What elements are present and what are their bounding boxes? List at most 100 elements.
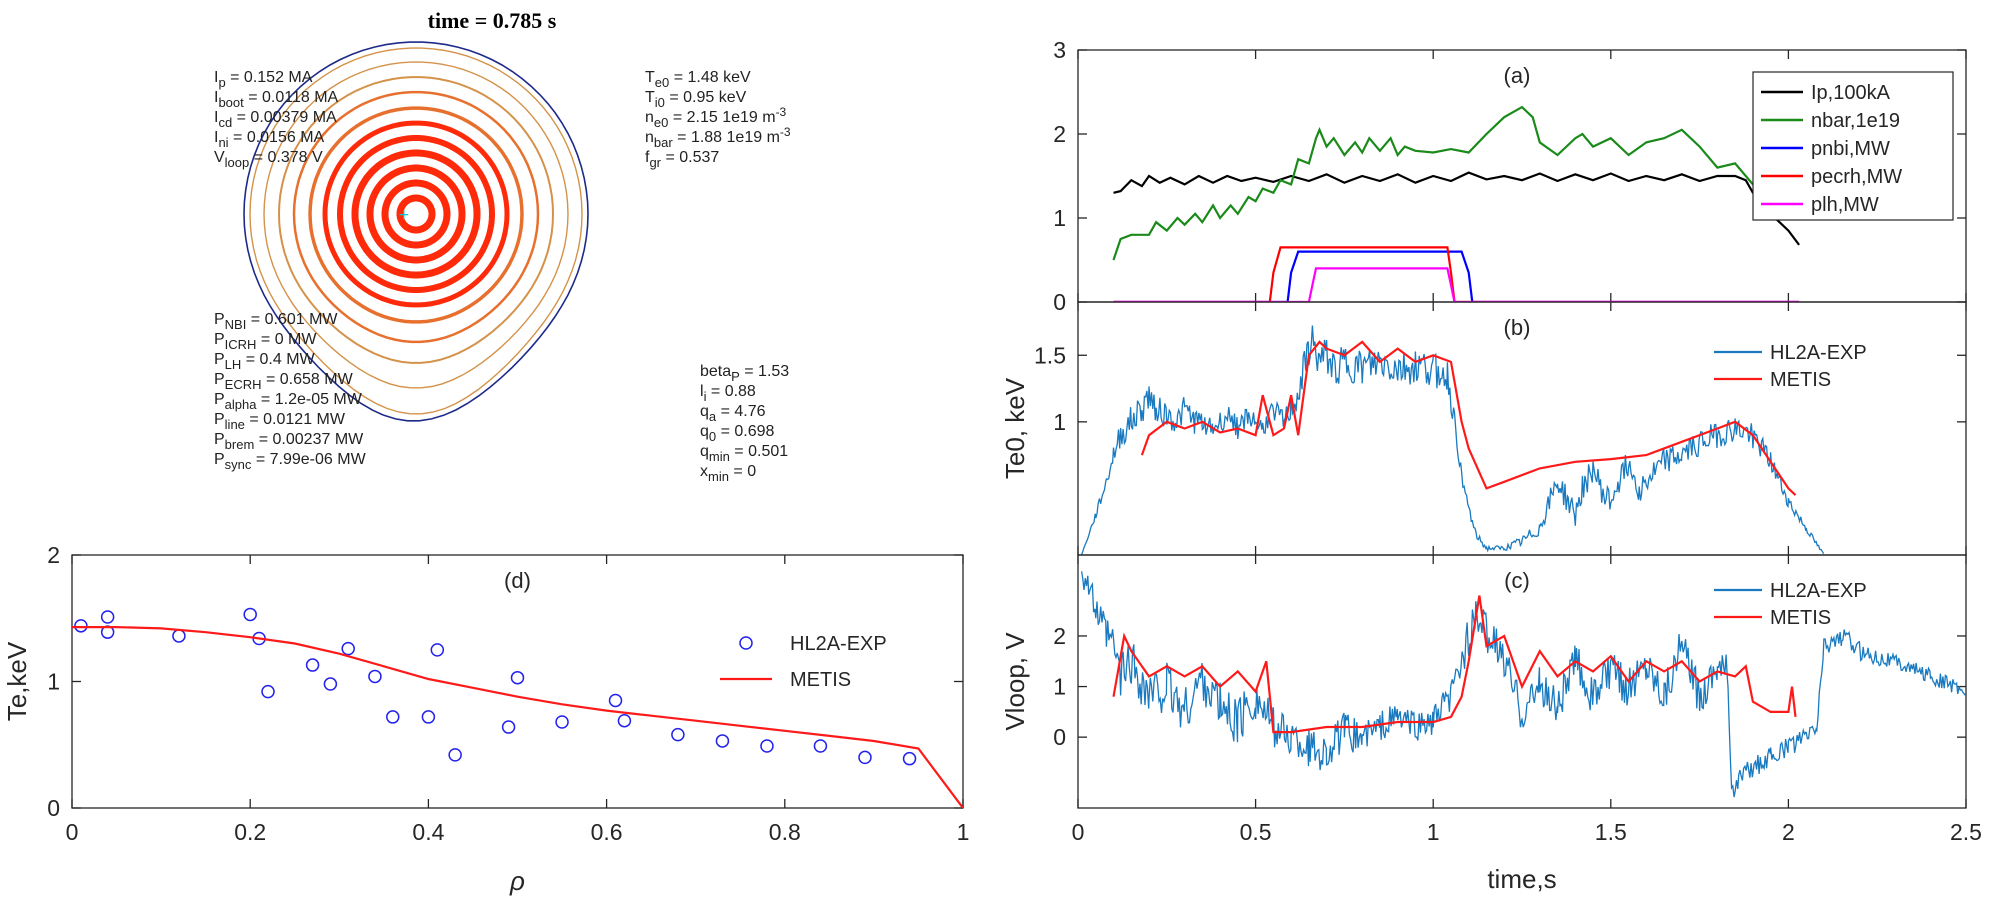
data-point	[671, 727, 685, 742]
y-tick-label: 0	[47, 795, 60, 821]
legend-box	[1752, 71, 1954, 221]
data-point	[430, 643, 445, 657]
data-point	[421, 710, 436, 724]
panel-label-d: (d)	[504, 568, 531, 593]
series-line-hl2a-exp	[1080, 571, 1966, 798]
x-tick-label: 1.5	[1595, 819, 1627, 845]
x-tick-label: 0.4	[412, 819, 444, 845]
flux-surface	[263, 61, 569, 389]
x-tick-label: 1	[1427, 819, 1440, 845]
flux-surface	[322, 120, 510, 308]
x-tick-label: 0.8	[769, 819, 801, 845]
legend-d: HL2A-EXP METIS	[720, 633, 887, 691]
parameter-p-icrh: PICRH = 0 MW	[214, 331, 317, 352]
data-point	[760, 739, 774, 753]
y-tick-label: 1	[1053, 409, 1066, 435]
legend-label: METIS	[1770, 607, 1831, 629]
x-tick-label: 2	[1782, 819, 1795, 845]
axes-box-c	[1077, 554, 1967, 809]
data-point	[608, 693, 623, 708]
data-point	[341, 641, 355, 656]
flux-surface	[351, 149, 481, 279]
data-point	[323, 677, 338, 691]
legend-label: Ip,100kA	[1811, 82, 1891, 104]
parameter-beta-p: betaP = 1.53	[700, 363, 789, 384]
y-tick-label: 2	[1053, 121, 1066, 147]
series-group-c	[1080, 571, 1966, 798]
x-tick-label: 0.6	[591, 819, 623, 845]
series-group-b	[1080, 325, 1825, 555]
y-axis-label: Vloop, V	[1000, 632, 1030, 731]
parameter-q-a: qa = 4.76	[700, 403, 766, 424]
parameter-i-cd: Icd = 0.00379 MA	[214, 109, 337, 130]
parameter-l-i: li = 0.88	[700, 383, 756, 404]
parameter-x-min: xmin = 0	[700, 463, 756, 484]
x-tick-label: 0	[1072, 819, 1085, 845]
parameter-p-brem: Pbrem = 0.00237 MW	[214, 431, 364, 452]
legend-c: HL2A-EXP METIS	[1714, 580, 1867, 629]
data-point	[261, 684, 275, 699]
series-line-pnbi-mw	[1113, 250, 1800, 302]
panel-a: 0 1 2 3 (a) Ip,100kA nbar,1e19 pnbi,MW pecrh,MW p…	[1053, 37, 1967, 315]
data-point	[386, 710, 400, 724]
data-point	[172, 629, 186, 643]
panel-c: 0 1 2 0 0.5 1 1.5 2 2.5 Vloop, V time,s (c) HL2A-EXP…	[1000, 554, 1982, 894]
data-point	[510, 670, 525, 685]
flux-surface	[396, 194, 436, 234]
legend-label: METIS	[1770, 369, 1831, 391]
data-point	[448, 748, 462, 762]
y-tick-label: 0	[1053, 724, 1066, 750]
y-tick-label: 1.5	[1034, 342, 1066, 368]
x-axis-label: ρ	[509, 866, 525, 896]
parameter-i-p: Ip = 0.152 MA	[214, 69, 313, 90]
panel-label-b: (b)	[1504, 315, 1531, 340]
y-tick-label: 1	[1053, 674, 1066, 700]
parameter-p-line: Pline = 0.0121 MW	[214, 411, 346, 432]
x-axis-label: time,s	[1487, 864, 1556, 894]
axis-cross-marker: +	[398, 207, 410, 223]
panel-d: 0 1 2 0 0.2 0.4 0.6 0.8 1 Te,keV ρ (d) HL2A-EXP METIS	[2, 542, 969, 896]
flux-surface	[336, 135, 496, 293]
legend-b: HL2A-EXP METIS	[1714, 342, 1867, 391]
y-tick-label: 1	[1053, 205, 1066, 231]
panel-label-c: (c)	[1504, 568, 1530, 593]
data-point	[858, 750, 872, 765]
y-tick-label: 2	[47, 542, 60, 568]
data-point	[243, 607, 257, 622]
flux-surface	[292, 90, 540, 344]
data-point	[555, 715, 569, 729]
legend-swatch	[739, 636, 753, 650]
legend-label: HL2A-EXP	[790, 633, 887, 655]
x-tick-label: 1	[957, 819, 970, 845]
series-group-a	[1112, 105, 1800, 302]
parameter-p-alpha: Palpha = 1.2e-05 MW	[214, 391, 363, 412]
flux-surface-plot: +	[243, 41, 589, 422]
flux-surface	[381, 179, 451, 249]
y-tick-label: 0	[1053, 289, 1066, 315]
parameter-t-i0: Ti0 = 0.95 keV	[645, 89, 747, 110]
data-point	[902, 751, 917, 766]
panel-label-a: (a)	[1504, 63, 1531, 88]
parameter-f-gr: fgr = 0.537	[645, 149, 719, 170]
x-tick-label: 0.5	[1240, 819, 1272, 845]
data-point	[74, 619, 88, 633]
data-point	[813, 739, 828, 753]
data-point	[100, 610, 115, 624]
legend-a: Ip,100kA nbar,1e19 pnbi,MW pecrh,MW plh,MW	[1752, 71, 1954, 221]
series-line-nbar-1e19	[1112, 105, 1772, 261]
flux-surface	[366, 164, 466, 264]
legend-label: pecrh,MW	[1811, 166, 1902, 188]
series-line-hl2a-exp	[1080, 325, 1825, 555]
parameter-p-sync: Psync = 7.99e-06 MW	[214, 451, 367, 472]
parameter-n-e0: ne0 = 2.15 1e19 m-3	[645, 105, 787, 130]
series-line-plh-mw	[1113, 267, 1800, 302]
flux-surface	[308, 106, 524, 324]
x-tick-label: 0	[66, 819, 79, 845]
y-axis-label: Te,keV	[2, 641, 32, 721]
data-point	[368, 669, 382, 684]
series-line-metis	[1112, 595, 1797, 734]
parameter-t-e0: Te0 = 1.48 keV	[645, 69, 751, 90]
